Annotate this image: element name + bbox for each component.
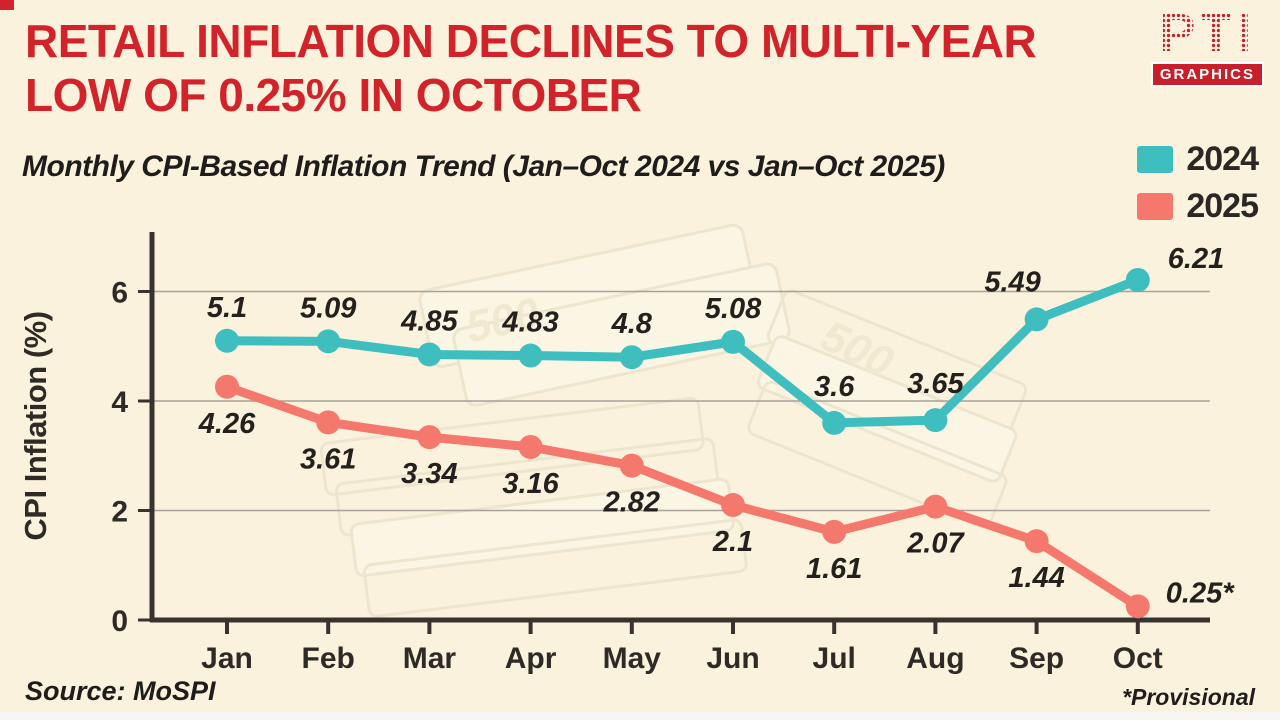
value-label-2024: 4.83	[501, 307, 558, 339]
y-tick-label: 2	[111, 496, 128, 529]
x-axis-label: Oct	[1113, 642, 1163, 675]
data-point-2025	[721, 493, 745, 518]
banknotes-watermark-icon: 500 500	[319, 223, 1028, 618]
y-tick-label: 0	[111, 605, 128, 638]
value-label-2025: 3.61	[300, 443, 356, 475]
data-point-2024	[1024, 307, 1049, 332]
y-tick-label: 4	[111, 386, 128, 419]
value-label-2024: 3.6	[814, 371, 855, 403]
x-axis-label: Aug	[906, 642, 964, 675]
x-axis-label: Mar	[403, 642, 457, 675]
data-point-2024	[316, 329, 341, 354]
x-axis-label: Jan	[201, 642, 253, 675]
y-axis-title: CPI Inflation (%)	[18, 311, 53, 540]
data-point-2025	[316, 410, 341, 435]
pti-graphics-logo: PTI GRAPHICS	[1150, 6, 1264, 88]
y-tick-label: 6	[111, 277, 128, 310]
x-axis-label: May	[603, 642, 662, 675]
headline-line-1: RETAIL INFLATION DECLINES TO MULTI-YEAR	[25, 15, 1037, 67]
x-axis-label: Jul	[813, 642, 856, 675]
series-line-2024	[222, 275, 1143, 428]
legend-item-2025: 2025	[1137, 187, 1259, 226]
value-label-2024: 5.09	[300, 292, 356, 324]
value-label-2024: 4.8	[611, 308, 653, 340]
data-point-2024	[518, 343, 543, 368]
data-point-2025	[923, 494, 948, 519]
source-credit: Source: MoSPI	[25, 676, 216, 706]
value-label-2025: 3.16	[502, 468, 559, 500]
data-point-2024	[619, 345, 644, 370]
value-label-2025: 2.82	[603, 487, 660, 519]
x-axis-label: Apr	[505, 642, 557, 675]
data-point-2024	[215, 328, 239, 353]
legend-label-2025: 2025	[1186, 187, 1259, 225]
value-label-2025: 2.1	[712, 526, 753, 558]
data-point-2025	[1125, 594, 1150, 619]
series-line-2025	[222, 382, 1143, 611]
value-label-2024: 6.21	[1168, 243, 1224, 275]
value-label-2024: 5.08	[705, 293, 762, 325]
data-point-2025	[417, 425, 442, 450]
value-label-2024: 5.1	[207, 292, 247, 324]
value-label-2024: 4.85	[400, 305, 458, 337]
x-axis-label: Sep	[1009, 642, 1064, 675]
value-label-2025: 1.61	[806, 553, 862, 585]
value-label-2025: 2.07	[906, 528, 965, 560]
value-label-2025: 3.34	[401, 458, 457, 490]
value-label-2024: 3.65	[907, 368, 964, 400]
chart-legend: 2024 2025	[1137, 140, 1259, 234]
data-point-2024	[417, 342, 442, 367]
legend-swatch-2025	[1137, 193, 1174, 220]
x-axis-label: Jun	[706, 642, 759, 675]
value-label-2025: 4.26	[198, 408, 256, 440]
data-point-2025	[619, 453, 644, 478]
chart-subtitle: Monthly CPI-Based Inflation Trend (Jan–O…	[22, 150, 945, 183]
provisional-note: *Provisional	[1122, 684, 1255, 710]
pti-logo-graphics-bar: GRAPHICS	[1150, 62, 1264, 88]
data-point-2025	[518, 434, 543, 459]
headline-line-2: LOW OF 0.25% IN OCTOBER	[25, 69, 642, 122]
data-point-2025	[215, 374, 239, 399]
data-point-2024	[721, 329, 745, 354]
corner-accent	[0, 0, 14, 10]
data-point-2024	[1125, 268, 1150, 293]
pti-logo-text: PTI	[1151, 6, 1264, 60]
legend-swatch-2024	[1137, 146, 1174, 173]
value-label-2025: 0.25*	[1166, 577, 1235, 609]
data-point-2025	[1024, 529, 1049, 554]
value-label-2024: 5.49	[984, 266, 1040, 298]
data-point-2024	[923, 408, 948, 433]
legend-label-2024: 2024	[1186, 140, 1259, 178]
data-point-2025	[822, 519, 847, 544]
legend-item-2024: 2024	[1137, 140, 1259, 179]
page-title: RETAIL INFLATION DECLINES TO MULTI-YEAR …	[25, 14, 1135, 123]
bottom-border	[0, 712, 1280, 720]
value-label-2025: 1.44	[1008, 562, 1064, 594]
data-point-2024	[822, 410, 847, 435]
x-axis-label: Feb	[302, 642, 355, 675]
